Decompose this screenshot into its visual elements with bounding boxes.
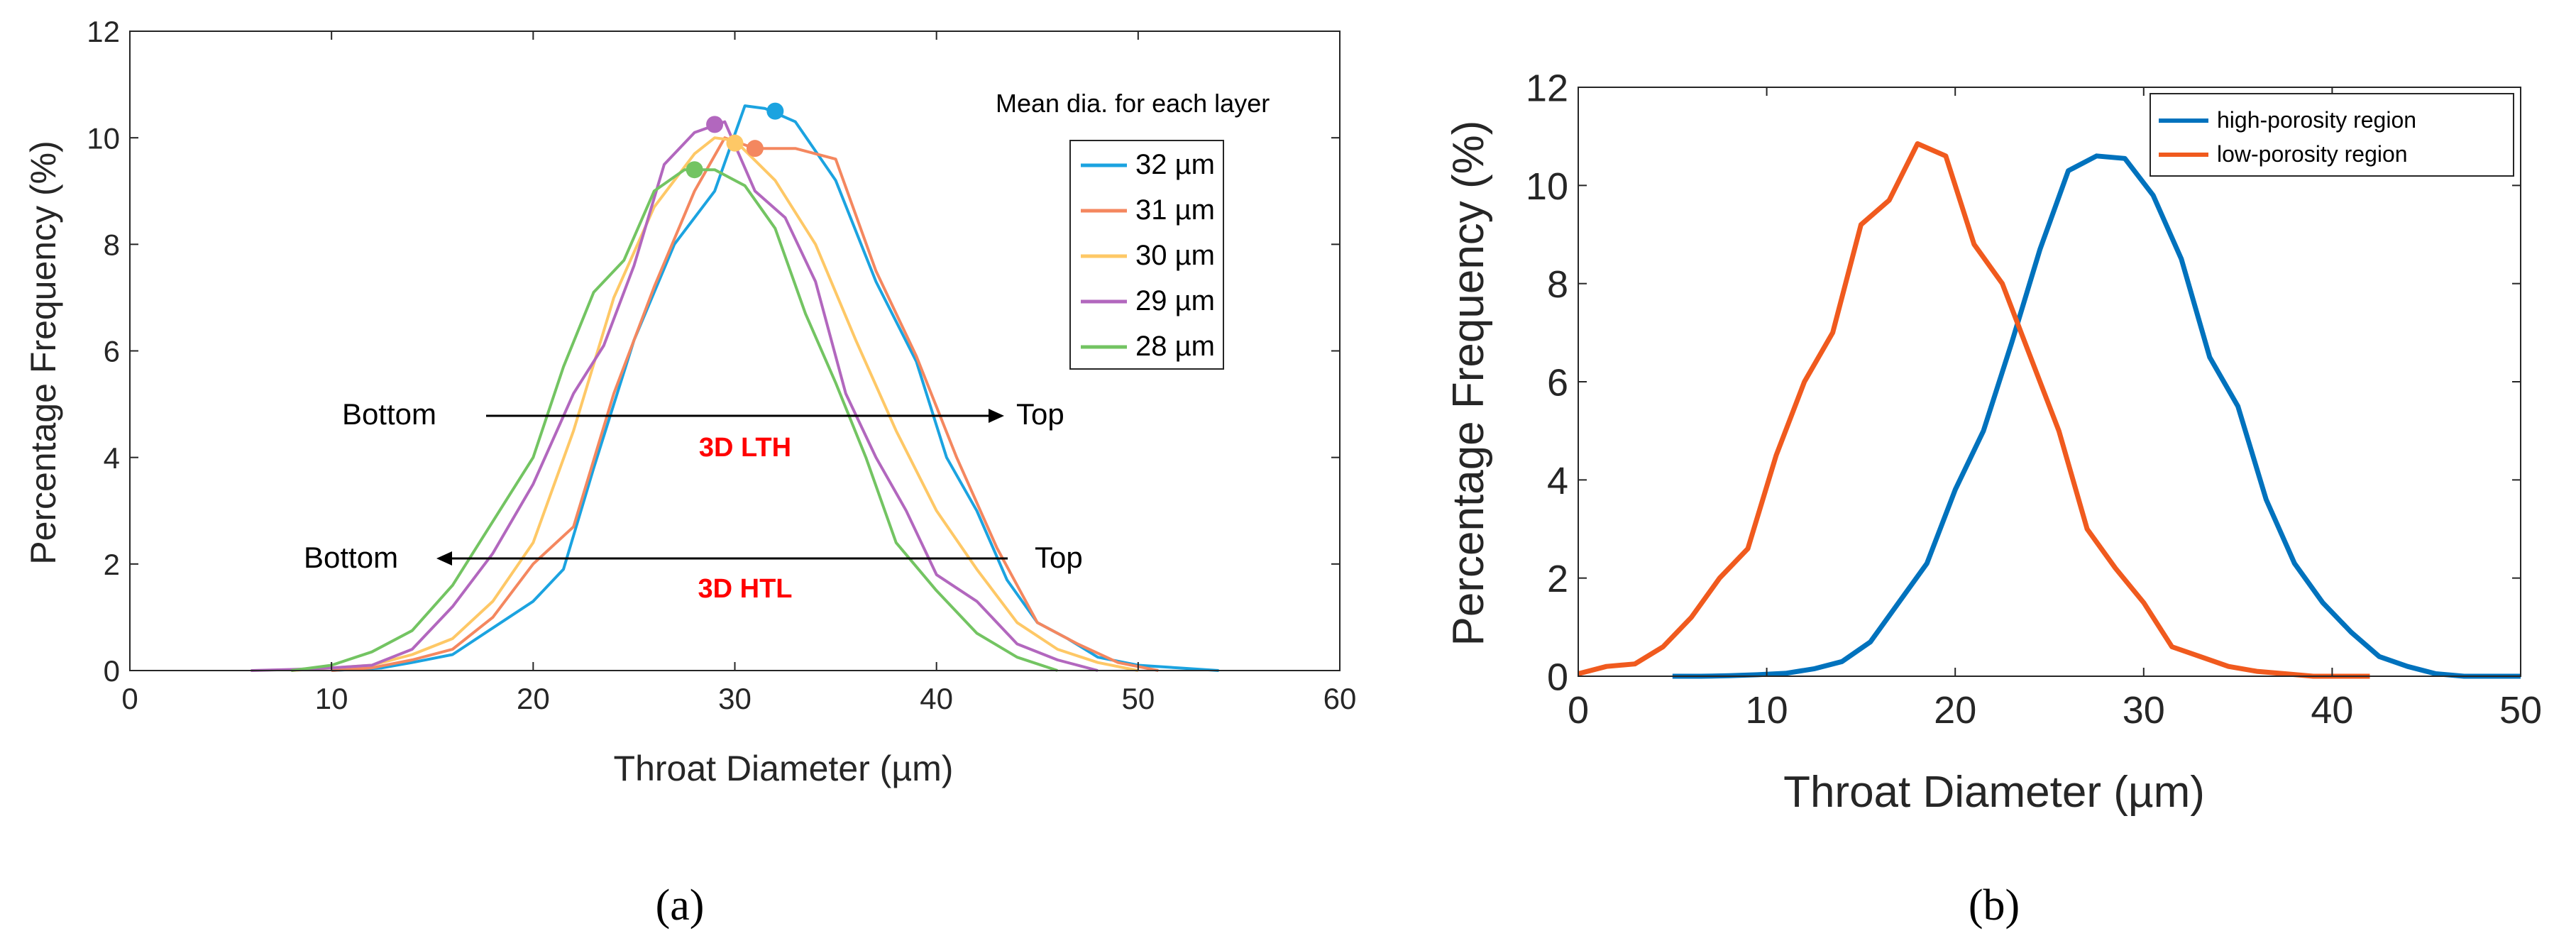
annotation-htl-arrowhead [436,551,452,566]
x-tick-label: 0 [121,682,138,715]
series-line-3 [291,136,1139,672]
y-tick-label: 12 [1526,67,1568,109]
panel-b-ylabel: Percentage Frequency (%) [1444,121,1493,646]
y-tick-label: 4 [104,441,120,475]
y-tick-label: 10 [87,121,120,155]
series-line-2 [1578,141,2370,679]
x-tick-label: 60 [1323,682,1357,715]
legend-label-2: 31 µm [1135,194,1215,226]
panel-a-axes: 0 10 20 30 40 50 60 0 2 4 6 8 10 12 [87,15,1356,715]
panel-a-mean-markers [686,102,784,179]
y-tick-label: 10 [1526,165,1568,208]
series-line-1 [1672,153,2521,679]
legend-label-4: 29 µm [1135,285,1215,316]
y-tick-label: 12 [87,15,120,48]
legend-label-3: 30 µm [1135,240,1215,271]
annotation-lth-label: 3D LTH [699,433,791,463]
x-tick-label: 50 [2499,689,2542,732]
y-tick-label: 2 [104,548,120,581]
panel-a-chart: 0 10 20 30 40 50 60 0 2 4 6 8 10 12 Throat Diameter (… [23,15,1356,930]
mean-marker-5 [686,161,703,179]
annotation-htl-bottom: Bottom [304,541,398,574]
x-tick-label: 40 [2311,689,2353,732]
panel-b-caption: (b) [1969,881,2020,930]
annotation-lth-arrowhead [989,409,1004,423]
panel-a-xlabel: Throat Diameter (µm) [614,749,954,788]
legend-label-5: 28 µm [1135,331,1215,362]
legend-label-b-2: low-porosity region [2217,141,2408,167]
x-tick-label: 10 [1746,689,1788,732]
annotation-htl-top: Top [1035,541,1083,574]
panel-a-ylabel: Percentage Frequency (%) [23,140,63,565]
y-tick-label: 6 [1547,361,1568,404]
annotation-lth-top: Top [1016,397,1064,431]
x-tick-label: 30 [718,682,752,715]
legend-label-1: 32 µm [1135,149,1215,180]
annotation-lth-bottom: Bottom [342,397,436,431]
y-tick-label: 0 [1547,656,1568,698]
x-tick-label: 50 [1121,682,1155,715]
panel-b-legend: high-porosity region low-porosity region [2159,107,2416,167]
x-tick-label: 40 [920,682,953,715]
mean-marker-4 [706,116,724,133]
x-tick-label: 20 [1934,689,1976,732]
panel-a-legend-title: Mean dia. for each layer [996,89,1270,118]
x-tick-label: 10 [315,682,348,715]
mean-marker-2 [746,140,764,158]
annotation-htl-label: 3D HTL [698,574,793,604]
panel-b-series-lines [1578,141,2521,679]
y-tick-label: 0 [104,654,120,688]
y-tick-label: 6 [104,335,120,368]
panel-b-xlabel: Throat Diameter (µm) [1783,768,2205,817]
x-tick-label: 20 [517,682,550,715]
y-tick-label: 8 [1547,263,1568,306]
y-tick-label: 2 [1547,558,1568,600]
mean-marker-3 [726,134,744,152]
y-tick-label: 8 [104,228,120,261]
mean-marker-1 [766,102,784,120]
y-tick-label: 4 [1547,460,1568,502]
panel-a-caption: (a) [656,881,705,930]
panel-a-legend: 32 µm 31 µm 30 µm 29 µm 28 µm [1081,149,1215,362]
panel-b-legend-box [2150,93,2514,177]
series-line-4 [251,120,1099,672]
x-tick-label: 30 [2123,689,2165,732]
x-tick-label: 0 [1568,689,1589,732]
panel-b-chart: 0 10 20 30 40 50 0 2 4 6 8 10 12 Throat Diameter (µm… [1444,67,2542,930]
legend-label-b-1: high-porosity region [2217,107,2416,133]
panel-b-axes: 0 10 20 30 40 50 0 2 4 6 8 10 12 [1526,67,2542,732]
